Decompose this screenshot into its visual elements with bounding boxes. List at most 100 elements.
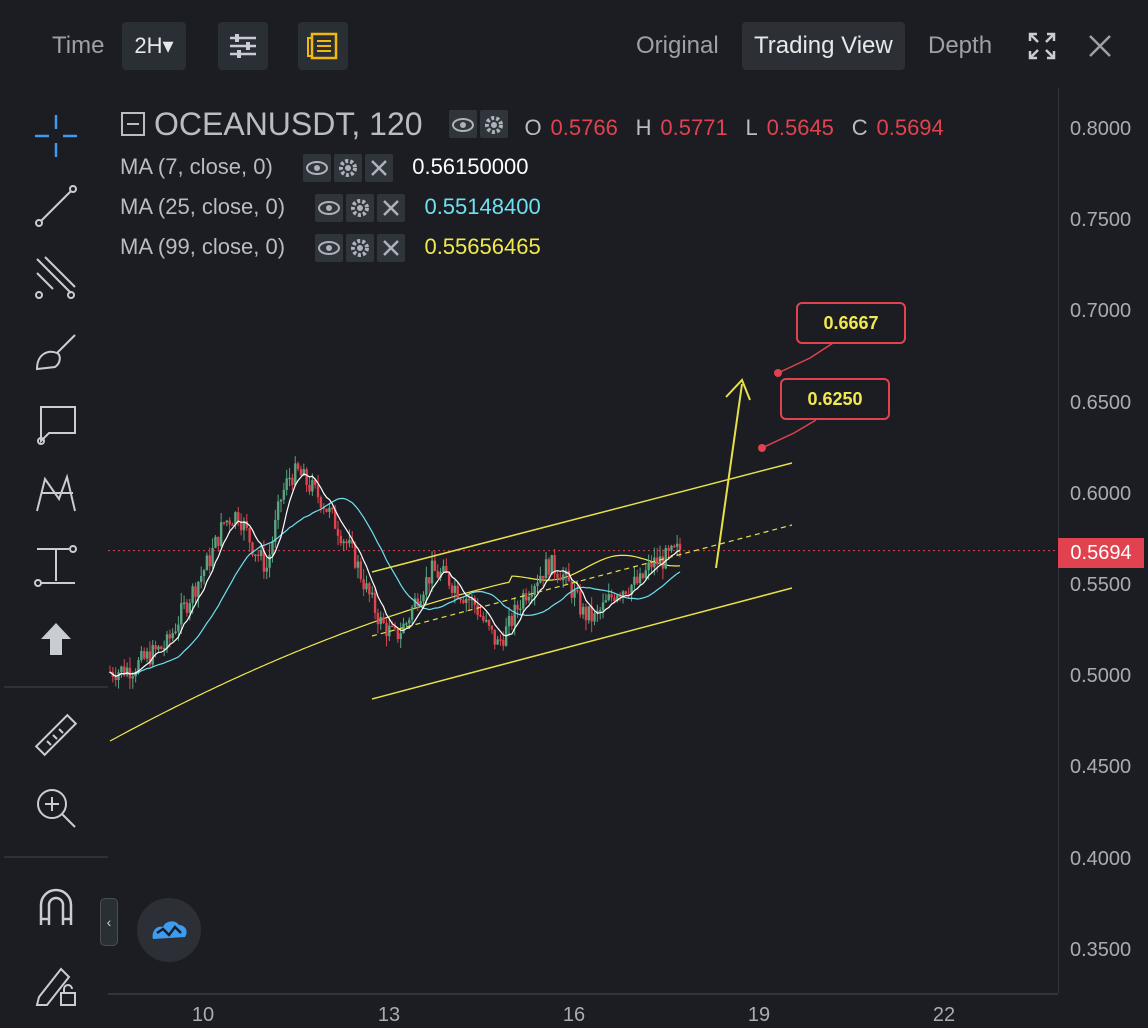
candle-body <box>262 550 266 572</box>
legend-eye-icon[interactable] <box>448 110 477 138</box>
candle-body <box>559 577 562 581</box>
channel-lower-line <box>371 587 793 700</box>
candle-body <box>601 602 605 611</box>
candle-body <box>333 509 337 529</box>
callout-tool[interactable] <box>28 396 84 452</box>
candle-body <box>416 598 419 607</box>
view-depth-tab[interactable]: Depth <box>928 32 993 59</box>
eye-icon[interactable] <box>315 234 344 263</box>
fullscreen-icon[interactable] <box>1026 30 1058 62</box>
gear-icon[interactable] <box>346 234 375 263</box>
candle-body <box>550 555 553 575</box>
ruler-tool[interactable] <box>28 708 84 764</box>
candle-body <box>208 555 211 567</box>
candle-body <box>547 559 551 575</box>
candle-body <box>182 602 186 604</box>
notes-button[interactable] <box>298 22 348 70</box>
candle-body <box>428 577 431 584</box>
crosshair-tool[interactable] <box>28 108 84 164</box>
candle-body <box>368 583 371 595</box>
candle-body <box>616 595 619 601</box>
ma25-line <box>109 497 681 677</box>
view-original-tab[interactable]: Original <box>636 32 719 59</box>
toolbar-separator <box>4 856 108 858</box>
candle-body <box>143 651 146 659</box>
candle-body <box>376 612 380 625</box>
eye-icon[interactable] <box>315 194 344 223</box>
gear-icon[interactable] <box>334 154 363 183</box>
candle-body <box>316 484 320 498</box>
target-arrow-head <box>725 378 751 401</box>
lock-draw-tool[interactable] <box>28 956 84 1012</box>
tradingview-logo-icon <box>152 921 187 939</box>
candle-body <box>510 615 514 626</box>
candle-body <box>242 520 246 531</box>
remove-icon[interactable] <box>377 194 406 223</box>
candle-body <box>573 589 576 598</box>
gear-icon[interactable] <box>346 194 375 223</box>
y-tick-label: 0.4500 <box>1070 756 1132 779</box>
candle-body <box>610 594 613 598</box>
brush-tool[interactable] <box>28 324 84 380</box>
magnet-tool[interactable] <box>28 880 84 936</box>
measure-icon <box>34 545 77 587</box>
candle-body <box>271 541 274 555</box>
candle-body <box>331 507 334 510</box>
price-chart[interactable] <box>108 88 1058 993</box>
candle-body <box>447 572 451 586</box>
candle-body <box>234 512 237 525</box>
ma25-legend: MA (25, close, 0) 0.55148400 <box>120 194 541 223</box>
y-tick-label: 0.4000 <box>1070 847 1132 870</box>
candle-body <box>664 548 667 569</box>
ohlc-readout: O 0.5766 H 0.5771 L 0.5645 C 0.5694 <box>524 114 944 140</box>
candle-body <box>325 508 328 512</box>
pattern-tool[interactable] <box>28 466 84 522</box>
candle-body <box>519 608 522 611</box>
fib-tool[interactable] <box>28 250 84 306</box>
candle-body <box>410 607 414 620</box>
candle-body <box>162 648 166 650</box>
candle-body <box>667 548 670 551</box>
arrow-up-tool[interactable] <box>28 612 84 668</box>
candle-body <box>467 598 471 601</box>
indicator-settings-button[interactable] <box>218 22 268 70</box>
candle-body <box>296 463 300 470</box>
target-callout-high[interactable]: 0.6667 <box>796 302 906 344</box>
candle-body <box>154 645 157 650</box>
legend-gear-icon[interactable] <box>479 110 508 138</box>
candle-body <box>134 672 137 677</box>
target-callout-low[interactable]: 0.6250 <box>780 378 890 420</box>
y-tick-label: 0.6000 <box>1070 482 1132 505</box>
remove-icon[interactable] <box>377 234 406 263</box>
candle-body <box>661 556 665 569</box>
channel-mid-line <box>371 524 793 637</box>
candle-body <box>248 527 251 543</box>
remove-icon[interactable] <box>365 154 394 183</box>
candle-body <box>222 522 226 524</box>
trend-line-tool[interactable] <box>28 178 84 234</box>
lock-draw-icon <box>35 967 76 1006</box>
interval-dropdown[interactable]: 2H▾ <box>122 22 186 70</box>
candle-body <box>673 545 676 548</box>
candle-body <box>311 479 314 492</box>
eye-icon[interactable] <box>303 154 332 183</box>
y-tick-label: 0.8000 <box>1070 118 1132 140</box>
candle-body <box>120 666 123 673</box>
candle-body <box>442 565 445 572</box>
measure-tool[interactable] <box>28 538 84 594</box>
candle-body <box>202 570 206 577</box>
collapse-legend-icon[interactable] <box>120 111 146 137</box>
candle-body <box>308 484 311 492</box>
candle-body <box>413 598 417 608</box>
candle-body <box>117 672 120 681</box>
ma99-value: 0.55656465 <box>424 234 541 259</box>
candle-body <box>165 634 169 649</box>
candle-body <box>274 519 277 542</box>
view-trading-view-tab[interactable]: Trading View <box>742 22 905 70</box>
close-icon[interactable] <box>1088 34 1112 58</box>
zoom-in-tool[interactable] <box>28 780 84 836</box>
candle-body <box>294 463 297 486</box>
candle-body <box>191 586 194 604</box>
candle-body <box>536 582 539 587</box>
collapse-toolbar-button[interactable]: ‹ <box>100 898 118 946</box>
